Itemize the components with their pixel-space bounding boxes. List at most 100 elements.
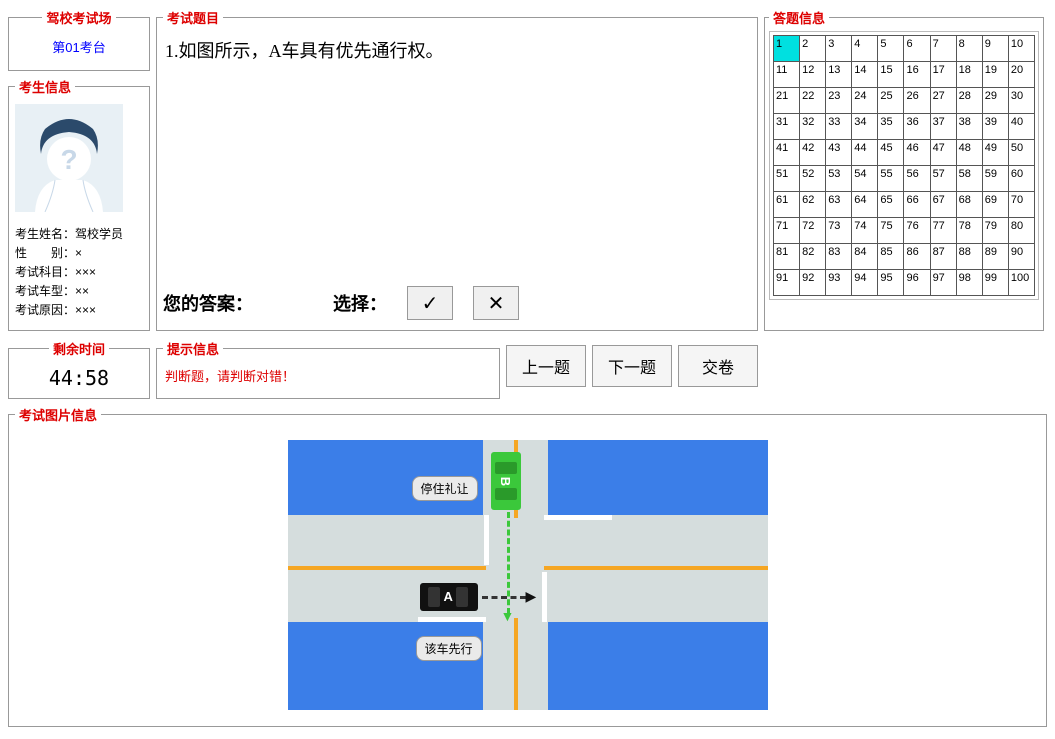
question-cell[interactable]: 97 [930,270,956,296]
question-cell[interactable]: 59 [982,166,1008,192]
question-cell[interactable]: 30 [1008,88,1034,114]
question-cell[interactable]: 10 [1008,36,1034,62]
question-cell[interactable]: 79 [982,218,1008,244]
question-cell[interactable]: 90 [1008,244,1034,270]
question-cell[interactable]: 22 [800,88,826,114]
question-cell[interactable]: 43 [826,140,852,166]
question-cell[interactable]: 17 [930,62,956,88]
question-cell[interactable]: 42 [800,140,826,166]
question-cell[interactable]: 85 [878,244,904,270]
question-cell[interactable]: 96 [904,270,930,296]
question-cell[interactable]: 39 [982,114,1008,140]
question-cell[interactable]: 89 [982,244,1008,270]
question-cell[interactable]: 86 [904,244,930,270]
question-cell[interactable]: 46 [904,140,930,166]
question-cell[interactable]: 77 [930,218,956,244]
question-cell[interactable]: 65 [878,192,904,218]
question-cell[interactable]: 61 [774,192,800,218]
question-cell[interactable]: 80 [1008,218,1034,244]
answer-true-button[interactable]: ✓ [407,286,453,320]
question-cell[interactable]: 98 [956,270,982,296]
question-cell[interactable]: 7 [930,36,956,62]
question-cell[interactable]: 32 [800,114,826,140]
question-cell[interactable]: 72 [800,218,826,244]
question-cell[interactable]: 92 [800,270,826,296]
question-cell[interactable]: 18 [956,62,982,88]
question-cell[interactable]: 25 [878,88,904,114]
question-cell[interactable]: 54 [852,166,878,192]
question-cell[interactable]: 81 [774,244,800,270]
question-cell[interactable]: 73 [826,218,852,244]
question-cell[interactable]: 93 [826,270,852,296]
question-cell[interactable]: 28 [956,88,982,114]
question-cell[interactable]: 23 [826,88,852,114]
question-cell[interactable]: 16 [904,62,930,88]
question-cell[interactable]: 62 [800,192,826,218]
question-cell[interactable]: 35 [878,114,904,140]
question-cell[interactable]: 26 [904,88,930,114]
question-cell[interactable]: 87 [930,244,956,270]
question-cell[interactable]: 67 [930,192,956,218]
question-cell[interactable]: 33 [826,114,852,140]
question-cell[interactable]: 75 [878,218,904,244]
question-cell[interactable]: 31 [774,114,800,140]
question-cell[interactable]: 40 [1008,114,1034,140]
question-cell[interactable]: 58 [956,166,982,192]
question-cell[interactable]: 71 [774,218,800,244]
next-button[interactable]: 下一题 [592,345,672,387]
question-cell[interactable]: 5 [878,36,904,62]
question-cell[interactable]: 14 [852,62,878,88]
question-cell[interactable]: 45 [878,140,904,166]
question-cell[interactable]: 63 [826,192,852,218]
question-cell[interactable]: 51 [774,166,800,192]
question-cell[interactable]: 53 [826,166,852,192]
question-cell[interactable]: 55 [878,166,904,192]
question-cell[interactable]: 76 [904,218,930,244]
question-cell[interactable]: 24 [852,88,878,114]
question-cell[interactable]: 64 [852,192,878,218]
question-cell[interactable]: 1 [774,36,800,62]
question-cell[interactable]: 8 [956,36,982,62]
question-cell[interactable]: 44 [852,140,878,166]
question-cell[interactable]: 29 [982,88,1008,114]
question-cell[interactable]: 57 [930,166,956,192]
question-cell[interactable]: 48 [956,140,982,166]
question-cell[interactable]: 82 [800,244,826,270]
prev-button[interactable]: 上一题 [506,345,586,387]
question-cell[interactable]: 100 [1008,270,1034,296]
question-cell[interactable]: 27 [930,88,956,114]
question-cell[interactable]: 21 [774,88,800,114]
submit-button[interactable]: 交卷 [678,345,758,387]
question-cell[interactable]: 9 [982,36,1008,62]
question-cell[interactable]: 37 [930,114,956,140]
question-cell[interactable]: 69 [982,192,1008,218]
question-cell[interactable]: 11 [774,62,800,88]
question-cell[interactable]: 56 [904,166,930,192]
question-cell[interactable]: 70 [1008,192,1034,218]
question-cell[interactable]: 34 [852,114,878,140]
question-cell[interactable]: 99 [982,270,1008,296]
question-cell[interactable]: 20 [1008,62,1034,88]
question-cell[interactable]: 2 [800,36,826,62]
question-cell[interactable]: 68 [956,192,982,218]
question-cell[interactable]: 94 [852,270,878,296]
question-cell[interactable]: 95 [878,270,904,296]
question-cell[interactable]: 60 [1008,166,1034,192]
question-cell[interactable]: 38 [956,114,982,140]
question-cell[interactable]: 36 [904,114,930,140]
question-cell[interactable]: 49 [982,140,1008,166]
answer-false-button[interactable]: ✕ [473,286,519,320]
question-cell[interactable]: 4 [852,36,878,62]
question-cell[interactable]: 66 [904,192,930,218]
question-cell[interactable]: 41 [774,140,800,166]
question-cell[interactable]: 15 [878,62,904,88]
question-cell[interactable]: 88 [956,244,982,270]
question-cell[interactable]: 47 [930,140,956,166]
question-cell[interactable]: 78 [956,218,982,244]
question-cell[interactable]: 52 [800,166,826,192]
question-cell[interactable]: 74 [852,218,878,244]
question-cell[interactable]: 6 [904,36,930,62]
question-cell[interactable]: 12 [800,62,826,88]
question-cell[interactable]: 91 [774,270,800,296]
question-cell[interactable]: 84 [852,244,878,270]
